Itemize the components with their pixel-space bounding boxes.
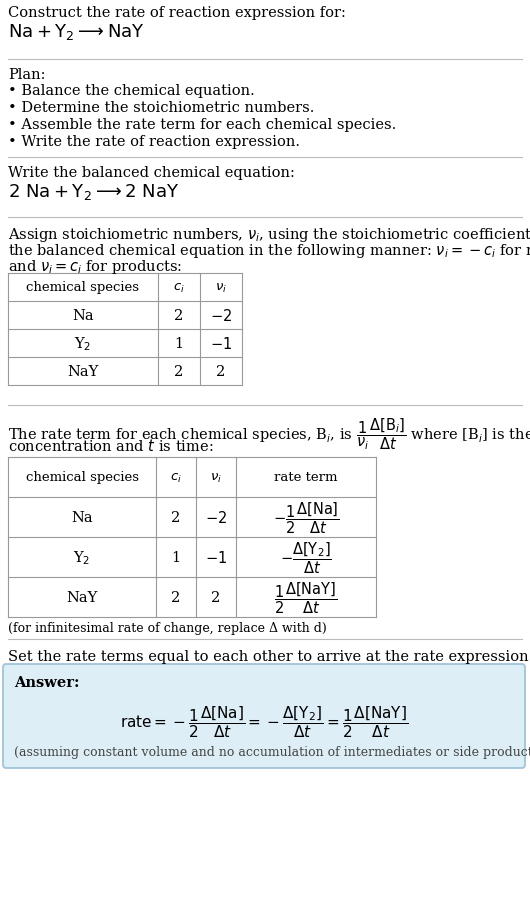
Text: $-1$: $-1$ (210, 336, 232, 351)
Text: Na: Na (71, 510, 93, 525)
Bar (8, 274, 242, 386)
Text: • Write the rate of reaction expression.: • Write the rate of reaction expression. (8, 135, 300, 149)
Text: The rate term for each chemical species, B$_i$, is $\dfrac{1}{\nu_i}\dfrac{\Delt: The rate term for each chemical species,… (8, 415, 530, 452)
Text: • Balance the chemical equation.: • Balance the chemical equation. (8, 84, 255, 98)
Text: Answer:: Answer: (14, 675, 80, 689)
Text: • Assemble the rate term for each chemical species.: • Assemble the rate term for each chemic… (8, 118, 396, 132)
Text: and $\nu_i = c_i$ for products:: and $\nu_i = c_i$ for products: (8, 257, 182, 275)
Text: rate term: rate term (274, 471, 338, 484)
Text: $-2$: $-2$ (205, 509, 227, 526)
FancyBboxPatch shape (3, 665, 525, 768)
Text: Y$_2$: Y$_2$ (73, 548, 91, 566)
Text: Y$_2$: Y$_2$ (74, 335, 92, 352)
Text: 2: 2 (216, 365, 226, 378)
Text: $\nu_i$: $\nu_i$ (215, 281, 227, 294)
Text: $-2$: $-2$ (210, 308, 232, 323)
Text: Assign stoichiometric numbers, $\nu_i$, using the stoichiometric coefficients, $: Assign stoichiometric numbers, $\nu_i$, … (8, 226, 530, 244)
Text: $\mathrm{Na + Y_2 \longrightarrow NaY}$: $\mathrm{Na + Y_2 \longrightarrow NaY}$ (8, 22, 145, 42)
Text: chemical species: chemical species (25, 471, 138, 484)
Text: $-1$: $-1$ (205, 549, 227, 565)
Text: • Determine the stoichiometric numbers.: • Determine the stoichiometric numbers. (8, 101, 314, 115)
Text: $c_i$: $c_i$ (170, 471, 182, 484)
Text: Construct the rate of reaction expression for:: Construct the rate of reaction expressio… (8, 6, 346, 20)
Text: $\nu_i$: $\nu_i$ (210, 471, 222, 484)
Text: the balanced chemical equation in the following manner: $\nu_i = -c_i$ for react: the balanced chemical equation in the fo… (8, 242, 530, 260)
Text: Set the rate terms equal to each other to arrive at the rate expression:: Set the rate terms equal to each other t… (8, 649, 530, 664)
Text: 2: 2 (171, 591, 181, 604)
Text: concentration and $t$ is time:: concentration and $t$ is time: (8, 438, 214, 453)
Text: NaY: NaY (67, 365, 99, 378)
Text: Na: Na (72, 309, 94, 322)
Text: chemical species: chemical species (26, 281, 139, 294)
Text: NaY: NaY (66, 591, 98, 604)
Text: $-\dfrac{\Delta[\mathrm{Y_2}]}{\Delta t}$: $-\dfrac{\Delta[\mathrm{Y_2}]}{\Delta t}… (280, 540, 332, 575)
Text: $\dfrac{1}{2}\dfrac{\Delta[\mathrm{NaY}]}{\Delta t}$: $\dfrac{1}{2}\dfrac{\Delta[\mathrm{NaY}]… (275, 580, 338, 615)
Text: $\mathrm{rate} = -\dfrac{1}{2}\dfrac{\Delta[\mathrm{Na}]}{\Delta t} = -\dfrac{\D: $\mathrm{rate} = -\dfrac{1}{2}\dfrac{\De… (120, 703, 408, 739)
Text: $\mathrm{2\ Na + Y_2 \longrightarrow 2\ NaY}$: $\mathrm{2\ Na + Y_2 \longrightarrow 2\ … (8, 182, 179, 201)
Text: (assuming constant volume and no accumulation of intermediates or side products): (assuming constant volume and no accumul… (14, 745, 530, 759)
Text: $c_i$: $c_i$ (173, 281, 185, 294)
Bar (8, 458, 376, 618)
Text: 1: 1 (174, 337, 183, 350)
Text: 2: 2 (171, 510, 181, 525)
Text: Write the balanced chemical equation:: Write the balanced chemical equation: (8, 166, 295, 180)
Text: 2: 2 (211, 591, 220, 604)
Text: $-\dfrac{1}{2}\dfrac{\Delta[\mathrm{Na}]}{\Delta t}$: $-\dfrac{1}{2}\dfrac{\Delta[\mathrm{Na}]… (272, 499, 339, 535)
Text: 2: 2 (174, 309, 183, 322)
Text: (for infinitesimal rate of change, replace Δ with d): (for infinitesimal rate of change, repla… (8, 621, 327, 634)
Text: 1: 1 (171, 551, 181, 564)
Text: Plan:: Plan: (8, 68, 46, 82)
Text: 2: 2 (174, 365, 183, 378)
